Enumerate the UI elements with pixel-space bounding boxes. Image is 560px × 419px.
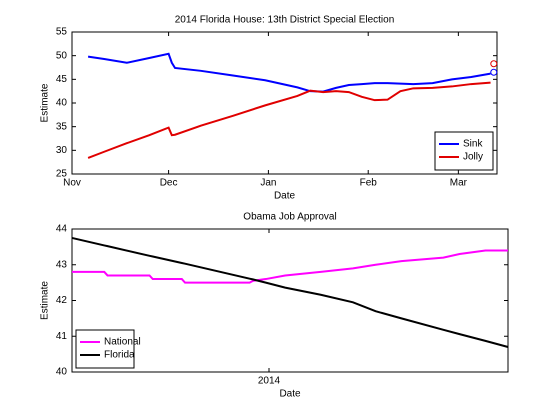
plot-area	[71, 228, 509, 373]
series-line	[71, 236, 509, 348]
y-tick-label: 42	[56, 295, 68, 306]
legend-label: Florida	[104, 350, 135, 361]
y-tick-label: 41	[56, 331, 68, 342]
x-tick-label: Feb	[360, 178, 378, 189]
x-axis-label: Date	[274, 191, 296, 202]
chart-title: 2014 Florida House: 13th District Specia…	[175, 15, 395, 26]
x-tick-label: Nov	[63, 178, 81, 189]
y-tick-label: 40	[56, 98, 68, 109]
final-marker	[490, 68, 498, 76]
y-tick-label: 25	[56, 169, 68, 180]
y-tick-label: 45	[56, 74, 68, 85]
legend	[434, 131, 494, 171]
y-tick-label: 43	[56, 259, 68, 270]
legend-label: National	[104, 337, 141, 348]
final-marker	[490, 60, 498, 68]
x-tick-label: Dec	[160, 178, 178, 189]
legend-label: Jolly	[463, 152, 483, 163]
series-line	[72, 249, 508, 284]
y-tick-label: 30	[56, 145, 68, 156]
x-axis-label: Date	[279, 389, 301, 400]
legend	[75, 329, 135, 369]
y-tick-label: 40	[56, 367, 68, 378]
y-tick-label: 44	[56, 224, 68, 235]
x-tick-label: 2014	[258, 376, 281, 387]
chart-title: Obama Job Approval	[243, 212, 336, 223]
y-axis-label: Estimate	[40, 281, 51, 320]
y-tick-label: 35	[56, 121, 68, 132]
x-tick-label: Mar	[450, 178, 468, 189]
y-tick-label: 55	[56, 27, 68, 38]
y-axis-label: Estimate	[40, 83, 51, 122]
plot-area	[71, 31, 498, 175]
series-line	[87, 81, 491, 159]
y-tick-label: 50	[56, 50, 68, 61]
x-tick-label: Jan	[260, 178, 276, 189]
legend-label: Sink	[463, 139, 483, 150]
